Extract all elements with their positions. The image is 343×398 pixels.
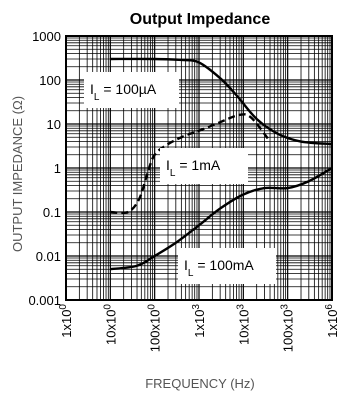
annotation-box-3 <box>178 248 276 284</box>
x-tick-base: 1x10 <box>59 310 74 338</box>
x-tick-base: 1x10 <box>192 310 207 338</box>
x-tick-labels: 1x10010x100100x1001x10310x103100x1031x10… <box>58 304 340 353</box>
annotation-text: = 100mA <box>193 257 254 273</box>
y-tick-label: 0.01 <box>36 249 61 264</box>
annotation-box-2 <box>160 148 248 184</box>
x-tick-exponent: 3 <box>191 304 202 310</box>
chart-title: Output Impedance <box>130 11 271 28</box>
annotation-label-1: IL = 100µA <box>90 81 157 103</box>
annotation-main: I <box>166 157 170 173</box>
annotation-subscript: L <box>188 268 194 279</box>
y-axis-label: OUTPUT IMPEDANCE (Ω) <box>10 96 25 252</box>
annotation-main: I <box>184 257 188 273</box>
series-line-2 <box>110 113 271 215</box>
x-tick-base: 10x10 <box>236 310 251 345</box>
y-tick-label: 0.1 <box>43 205 61 220</box>
series-line-3 <box>110 166 333 271</box>
y-tick-label: 100 <box>39 73 61 88</box>
x-tick-label: 1x106 <box>324 304 340 338</box>
y-tick-label: 1000 <box>32 29 61 44</box>
y-tick-label: 0.001 <box>28 293 61 308</box>
x-axis-label: FREQUENCY (Hz) <box>145 376 255 391</box>
x-tick-label: 10x103 <box>235 304 251 345</box>
annotation-subscript: L <box>170 168 176 179</box>
annotation-box-1 <box>84 72 179 108</box>
x-tick-exponent: 3 <box>280 304 291 310</box>
annotation-subscript: L <box>94 92 100 103</box>
x-tick-base: 100x10 <box>148 310 163 353</box>
series-line-1 <box>110 57 333 146</box>
annotation-label-2: IL = 1mA <box>166 157 221 179</box>
x-tick-base: 1x10 <box>325 310 340 338</box>
annotation-text: = 100µA <box>99 81 156 97</box>
plot-frame <box>65 35 333 301</box>
x-tick-label: 1x103 <box>191 304 207 338</box>
y-tick-label: 10 <box>47 117 61 132</box>
annotation-main: I <box>90 81 94 97</box>
x-tick-label: 100x100 <box>147 304 163 353</box>
x-tick-exponent: 0 <box>58 304 69 310</box>
x-tick-exponent: 6 <box>324 304 335 310</box>
x-tick-exponent: 0 <box>147 304 158 310</box>
annotation-text: = 1mA <box>175 157 220 173</box>
y-tick-label: 1 <box>54 161 61 176</box>
x-tick-base: 100x10 <box>281 310 296 353</box>
x-tick-label: 10x100 <box>102 304 118 345</box>
y-tick-labels: 0.001 0.01 0.1 1 10 100 1000 <box>28 29 61 308</box>
x-tick-label: 1x100 <box>58 304 74 338</box>
x-tick-base: 10x10 <box>103 310 118 345</box>
x-tick-exponent: 3 <box>235 304 246 310</box>
x-tick-label: 100x103 <box>280 304 296 353</box>
annotation-label-3: IL = 100mA <box>184 257 254 279</box>
series-group <box>110 57 333 271</box>
x-tick-exponent: 0 <box>102 304 113 310</box>
